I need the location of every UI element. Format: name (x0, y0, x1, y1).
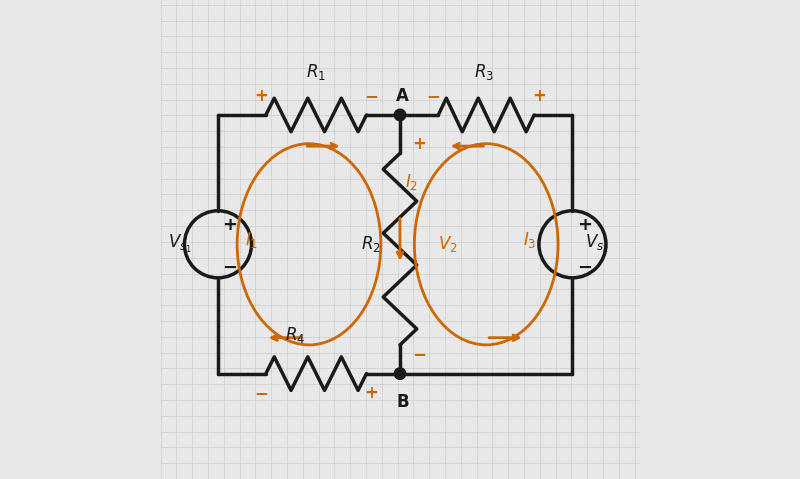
Text: $V_{s_1}$: $V_{s_1}$ (168, 233, 192, 255)
Text: $I_2$: $I_2$ (406, 172, 418, 192)
Text: +: + (577, 216, 592, 234)
Text: −: − (577, 259, 592, 277)
Text: A: A (396, 87, 409, 105)
Text: −: − (412, 345, 426, 364)
Text: +: + (254, 87, 268, 105)
Text: $V_2$: $V_2$ (438, 234, 458, 254)
Text: +: + (532, 87, 546, 105)
Text: $R_3$: $R_3$ (474, 62, 494, 82)
Text: $R_2$: $R_2$ (362, 234, 381, 254)
Circle shape (394, 368, 406, 379)
Text: $I_3$: $I_3$ (522, 229, 536, 250)
Text: +: + (222, 216, 238, 234)
Text: B: B (396, 393, 409, 411)
Text: $R_1$: $R_1$ (306, 62, 326, 82)
Text: −: − (254, 384, 268, 402)
Text: $V_{s_2}$: $V_{s_2}$ (585, 233, 608, 255)
Text: $R_4$: $R_4$ (285, 325, 305, 345)
Text: −: − (426, 87, 441, 105)
Text: −: − (222, 259, 238, 277)
Text: $I_1$: $I_1$ (245, 229, 258, 250)
Text: +: + (412, 135, 426, 153)
Text: +: + (364, 384, 378, 402)
Circle shape (394, 109, 406, 121)
Text: −: − (364, 87, 378, 105)
